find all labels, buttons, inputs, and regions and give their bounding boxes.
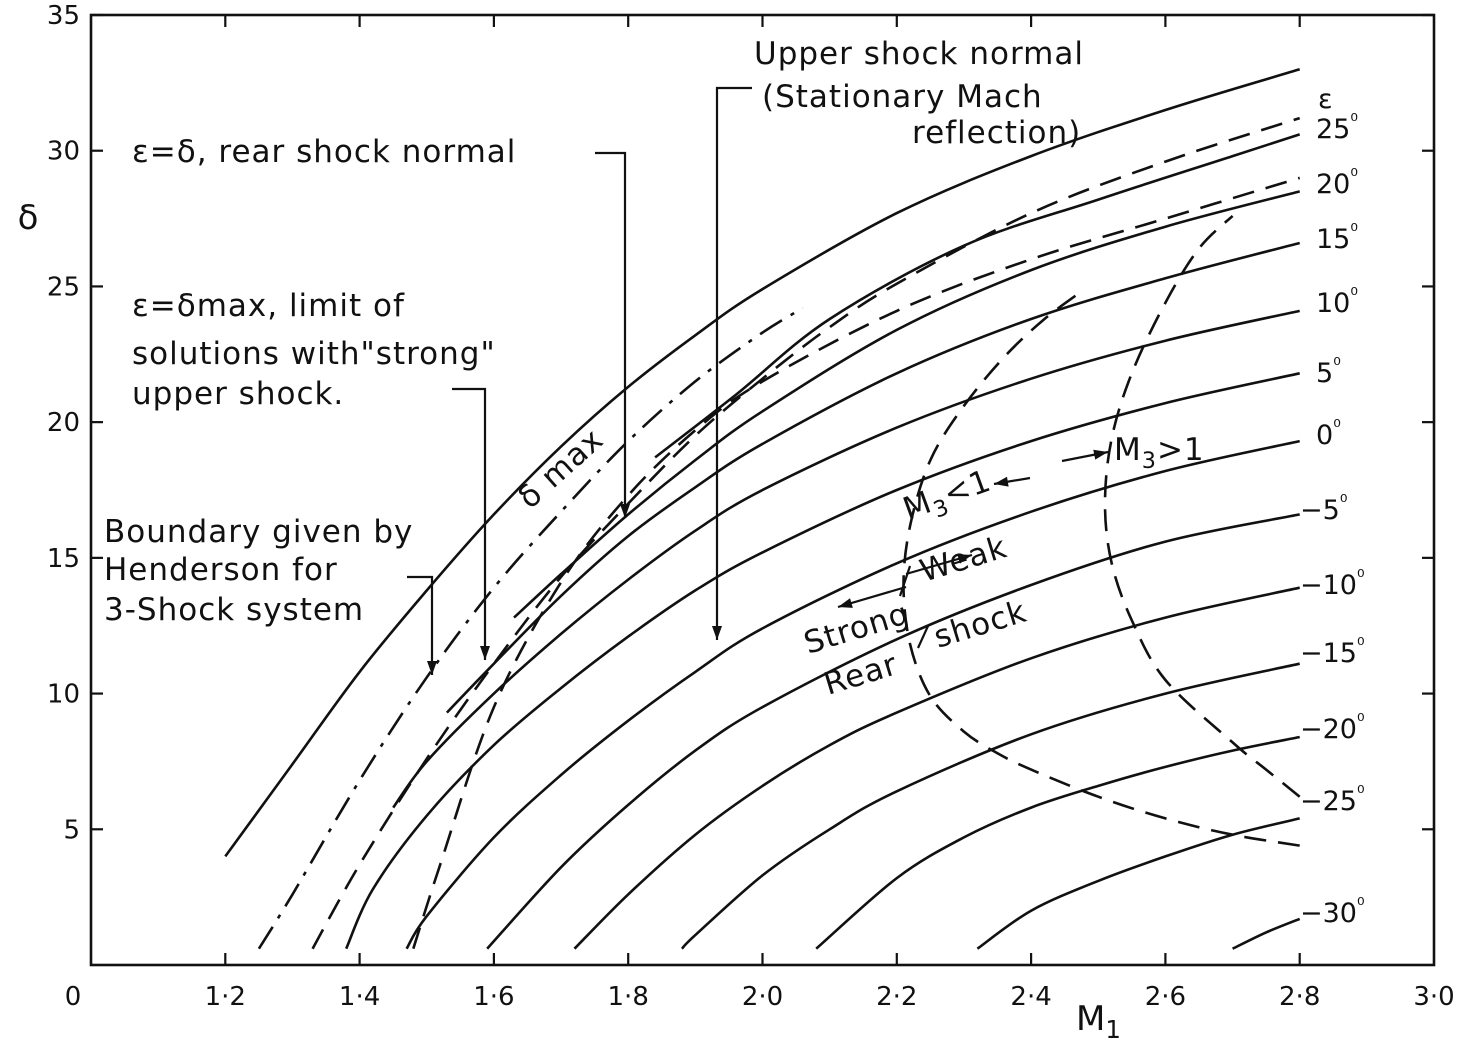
y-tick-label: 5 (63, 815, 80, 845)
m3-greater-arrow-arrowhead (1093, 449, 1108, 460)
x-tick-label: 1·8 (608, 982, 649, 1012)
henderson-leader-arrowhead (427, 661, 437, 675)
x-axis-label: M1 (1076, 999, 1121, 1044)
epsilon-curve (513, 190, 1301, 619)
y-tick-label: 10 (47, 680, 80, 710)
m3-sonic-dashed-curve (902, 288, 1300, 847)
upper-shock-normal-leader (715, 86, 752, 640)
epsilon-curve (486, 513, 1300, 950)
x-tick-label: 2·8 (1279, 982, 1320, 1012)
epsilon-curve (392, 309, 1300, 809)
rear-shock-normal-text: ε=δ, rear shock normal (132, 134, 516, 170)
epsilon-curve (345, 372, 1300, 950)
stationary-mach-text: (Stationary Mach (762, 79, 1043, 115)
epsilon-curve-label: −25⁰ (1300, 782, 1365, 817)
y-tick-label: 25 (47, 272, 80, 302)
y-axis-ticks: 5 10 15 20 25 30 35 (47, 1, 1434, 845)
rear-shock-normal-dashed-curve (311, 116, 1301, 950)
delta-max-limit-leader-arrowhead (480, 646, 490, 660)
strong-label: Strong (800, 596, 914, 662)
henderson-leader (407, 575, 434, 675)
epsilon-symbol-label: ε (1318, 84, 1333, 115)
weak-arrow-arrowhead (957, 554, 972, 564)
x-tick-label: 3·0 (1413, 982, 1454, 1012)
x-tick-label: 1·2 (205, 982, 246, 1012)
y-axis-label: δ (18, 198, 39, 238)
x-tick-label: 1·6 (473, 982, 514, 1012)
upper-shock-normal-leader-arrowhead (712, 626, 722, 640)
strong-weak-dashed-curve (1103, 214, 1301, 798)
m3-greater-label: M3>1 (1114, 432, 1205, 474)
epsilon-curve-label: 25⁰ (1316, 110, 1358, 145)
x-tick-label: 2·2 (876, 982, 917, 1012)
upper-shock-normal-dashed-curve (412, 176, 1301, 950)
m3-less-arrow-arrowhead (994, 476, 1009, 487)
x-tick-label: 2·6 (1145, 982, 1186, 1012)
delta-max-limit-text-1: ε=δmax, limit of (132, 288, 405, 324)
y-tick-label: 20 (47, 408, 80, 438)
annotation-leaders (407, 86, 1109, 675)
weak-label: Weak (916, 529, 1012, 589)
x-tick-label: 2·4 (1010, 982, 1051, 1012)
epsilon-curve (815, 735, 1300, 950)
upper-shock-normal-text: Upper shock normal (754, 36, 1084, 72)
henderson-text-2: Henderson for (104, 552, 338, 588)
epsilon-curve-label: 5⁰ (1316, 354, 1341, 389)
reflection-text: reflection) (912, 115, 1081, 151)
rear-shock-normal-leader-arrowhead (620, 504, 630, 518)
epsilon-curve-label: 15⁰ (1316, 220, 1358, 255)
delta-max-curve (224, 68, 1301, 858)
rear-shock-normal-leader (595, 151, 627, 518)
epsilon-curve (405, 439, 1300, 950)
delta-max-label: δ max (511, 421, 610, 516)
x-tick-label: 0 (65, 982, 82, 1012)
epsilon-curve (573, 586, 1300, 950)
strong-arrow-arrowhead (838, 598, 853, 608)
epsilon-curve (1232, 917, 1301, 950)
epsilon-curve-label: 10⁰ (1316, 284, 1358, 319)
epsilon-curve-label: −15⁰ (1300, 634, 1365, 669)
epsilon-curve-label: −20⁰ (1300, 710, 1365, 745)
x-tick-label: 1·4 (339, 982, 380, 1012)
y-tick-label: 15 (47, 544, 80, 574)
x-axis-ticks: 0 1·2 1·4 1·6 1·8 2·0 2·2 2·4 2·6 2·8 3·0 (65, 15, 1455, 1012)
y-tick-label: 30 (47, 137, 80, 167)
epsilon-curve-label: 0⁰ (1316, 416, 1341, 451)
rear-shock-divider (916, 625, 930, 649)
epsilon-curve-label: −30⁰ (1300, 894, 1365, 929)
epsilon-curve-label: −10⁰ (1300, 566, 1365, 601)
x-tick-label: 2·0 (742, 982, 783, 1012)
delta-max-limit-text-2: solutions with"strong" (132, 336, 496, 372)
henderson-text-3: 3-Shock system (104, 592, 364, 628)
epsilon-curve (680, 662, 1300, 950)
strong-weak-divider (898, 565, 912, 597)
henderson-text-1: Boundary given by (104, 514, 413, 550)
delta-max-limit-dashdot-curve (257, 306, 804, 950)
epsilon-curve (976, 817, 1301, 950)
delta-max-limit-leader (452, 387, 487, 660)
curves-layer (224, 68, 1301, 950)
y-tick-label: 35 (47, 1, 80, 31)
m3-less-label: M3<1 (898, 463, 998, 533)
delta-max-limit-text-3: upper shock. (132, 376, 344, 412)
epsilon-curve-label: 20⁰ (1316, 165, 1358, 200)
epsilon-curve-label: −5⁰ (1300, 491, 1347, 526)
